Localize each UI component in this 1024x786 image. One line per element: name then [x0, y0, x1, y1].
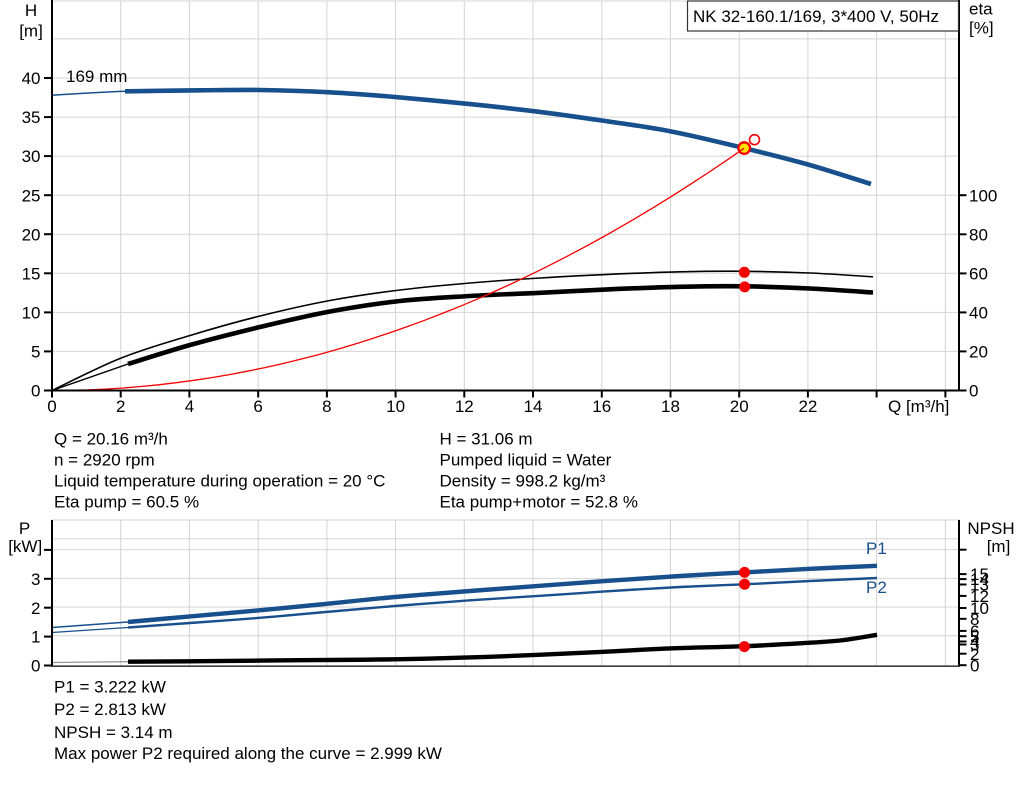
svg-text:20: 20: [969, 343, 988, 362]
svg-text:13: 13: [970, 576, 989, 595]
svg-text:100: 100: [969, 186, 997, 205]
svg-text:P1 = 3.222 kW: P1 = 3.222 kW: [54, 678, 166, 697]
svg-text:NK 32-160.1/169, 3*400 V, 50Hz: NK 32-160.1/169, 3*400 V, 50Hz: [693, 7, 939, 26]
svg-text:80: 80: [969, 225, 988, 244]
svg-text:Max power P2 required along th: Max power P2 required along the curve = …: [54, 744, 442, 763]
svg-text:5: 5: [31, 343, 40, 362]
svg-text:2: 2: [116, 397, 125, 416]
svg-text:P: P: [19, 519, 30, 538]
svg-text:[m]: [m]: [987, 537, 1011, 556]
svg-text:30: 30: [22, 147, 41, 166]
svg-text:Density = 998.2 kg/m³: Density = 998.2 kg/m³: [440, 471, 606, 490]
svg-text:40: 40: [22, 69, 41, 88]
svg-text:3: 3: [31, 570, 40, 589]
svg-text:NPSH = 3.14 m: NPSH = 3.14 m: [54, 723, 173, 742]
svg-text:8: 8: [322, 397, 331, 416]
svg-text:P1: P1: [866, 539, 887, 558]
svg-text:40: 40: [969, 304, 988, 323]
svg-text:Liquid temperature during oper: Liquid temperature during operation = 20…: [54, 471, 385, 490]
svg-text:14: 14: [970, 570, 989, 589]
svg-text:14: 14: [524, 397, 543, 416]
svg-text:H = 31.06 m: H = 31.06 m: [440, 429, 533, 448]
svg-text:[kW]: [kW]: [8, 537, 42, 556]
svg-text:169 mm: 169 mm: [66, 67, 127, 86]
svg-text:60: 60: [969, 264, 988, 283]
svg-text:18: 18: [661, 397, 680, 416]
svg-text:12: 12: [970, 587, 989, 606]
svg-text:[m]: [m]: [19, 22, 43, 41]
svg-text:Q = 20.16 m³/h: Q = 20.16 m³/h: [54, 429, 168, 448]
svg-text:15: 15: [970, 565, 989, 584]
svg-text:10: 10: [970, 599, 989, 618]
svg-text:4: 4: [185, 397, 194, 416]
svg-text:20: 20: [22, 225, 41, 244]
svg-text:4: 4: [970, 633, 979, 652]
svg-text:Eta pump+motor = 52.8 %: Eta pump+motor = 52.8 %: [440, 492, 638, 511]
svg-text:22: 22: [798, 397, 817, 416]
svg-text:n = 2920 rpm: n = 2920 rpm: [54, 450, 155, 469]
svg-text:P2: P2: [866, 578, 887, 597]
svg-text:8: 8: [970, 610, 979, 629]
svg-text:0: 0: [31, 657, 40, 676]
svg-text:6: 6: [970, 622, 979, 641]
svg-text:0: 0: [31, 382, 40, 401]
svg-text:12: 12: [455, 397, 474, 416]
svg-text:NPSH: NPSH: [967, 519, 1014, 538]
svg-text:15: 15: [22, 264, 41, 283]
svg-text:3: 3: [970, 636, 979, 655]
svg-text:16: 16: [592, 397, 611, 416]
svg-text:0: 0: [47, 397, 56, 416]
svg-text:5: 5: [970, 627, 979, 646]
svg-text:35: 35: [22, 108, 41, 127]
svg-text:6: 6: [253, 397, 262, 416]
svg-text:10: 10: [386, 397, 405, 416]
svg-text:H: H: [25, 1, 37, 20]
svg-text:P2 = 2.813 kW: P2 = 2.813 kW: [54, 700, 166, 719]
svg-text:0: 0: [969, 382, 978, 401]
svg-text:20: 20: [730, 397, 749, 416]
svg-text:Q [m³/h]: Q [m³/h]: [888, 397, 949, 416]
svg-text:2: 2: [970, 645, 979, 664]
svg-text:[%]: [%]: [969, 19, 994, 38]
svg-text:10: 10: [22, 303, 41, 322]
svg-text:25: 25: [22, 186, 41, 205]
svg-text:eta: eta: [969, 0, 993, 18]
svg-text:2: 2: [31, 599, 40, 618]
svg-text:0: 0: [970, 656, 979, 675]
svg-text:Eta pump = 60.5 %: Eta pump = 60.5 %: [54, 492, 199, 511]
svg-text:1: 1: [31, 628, 40, 647]
svg-text:Pumped liquid = Water: Pumped liquid = Water: [440, 450, 612, 469]
